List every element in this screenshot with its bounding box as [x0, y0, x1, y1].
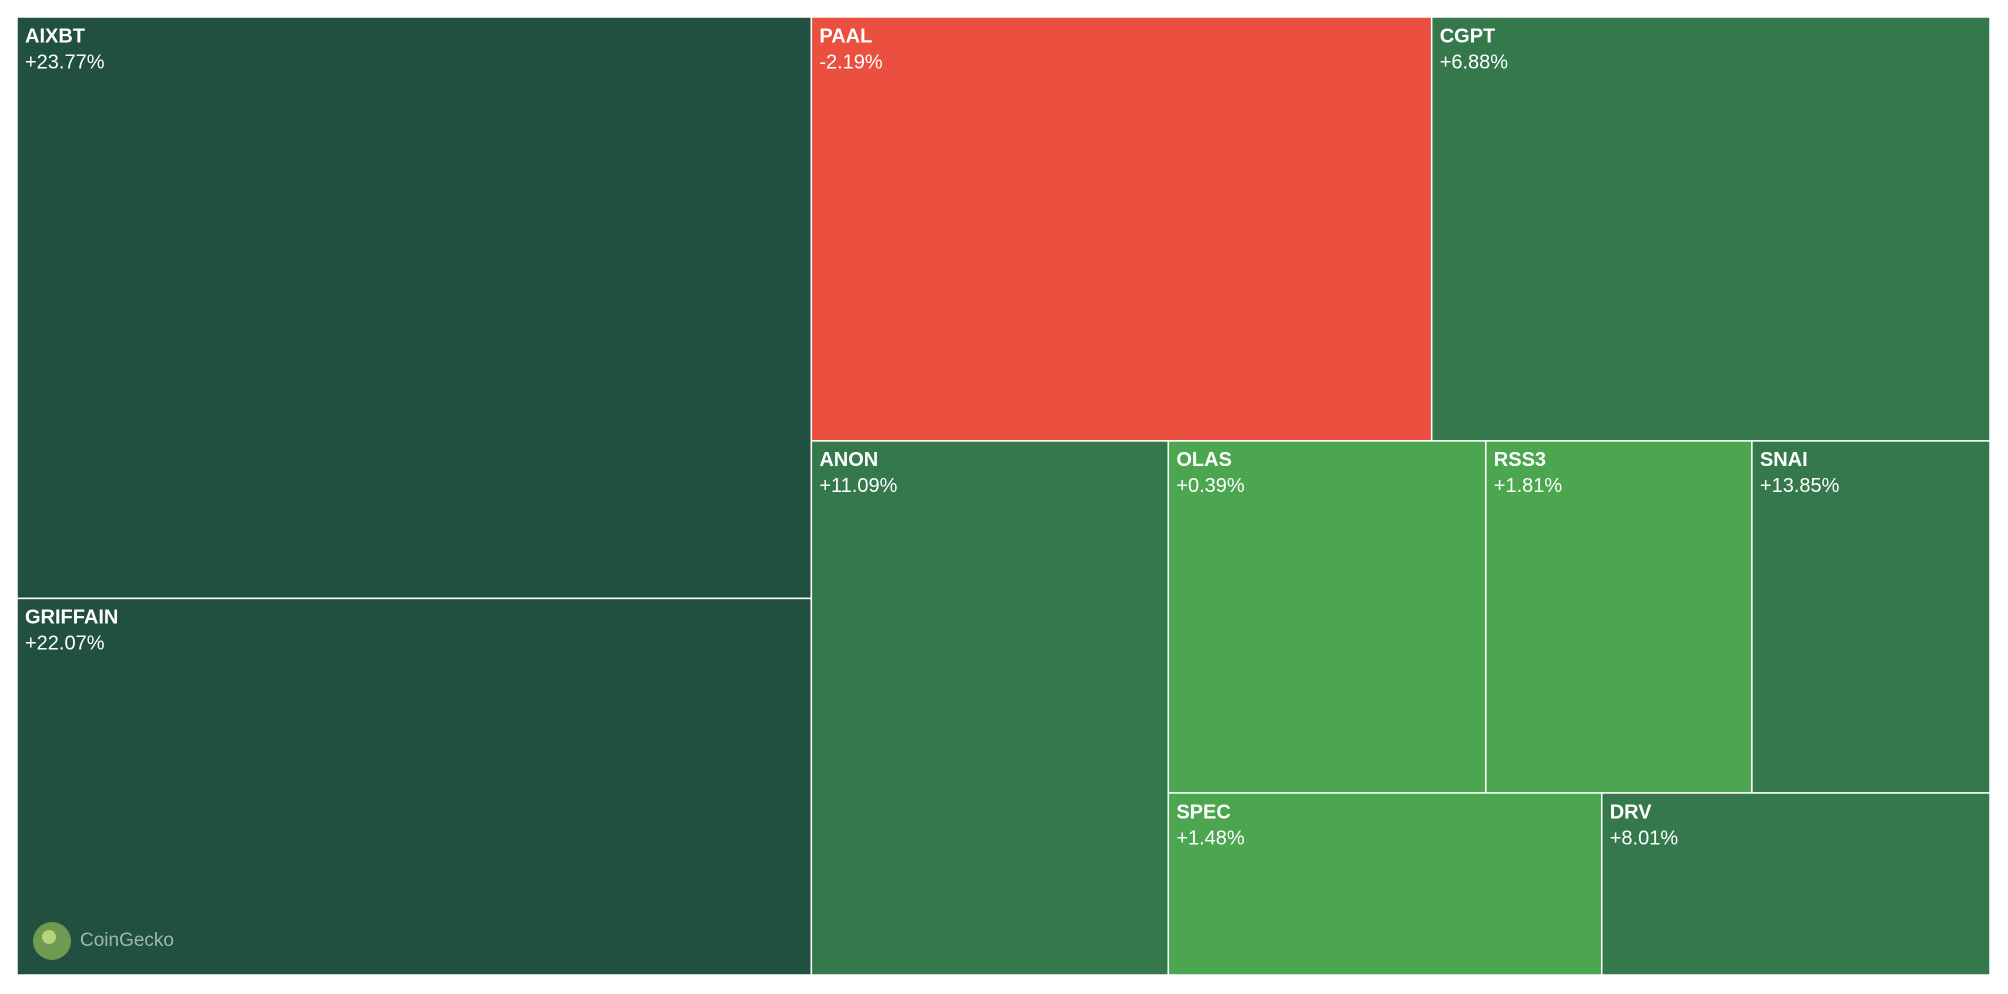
- tile-name: SNAI: [1760, 449, 1808, 471]
- tile-name: CGPT: [1440, 25, 1496, 47]
- tile-change: +13.85%: [1760, 475, 1840, 497]
- tile-name: PAAL: [819, 25, 872, 47]
- tile: [16, 16, 813, 600]
- tile: [810, 440, 1170, 976]
- tile-change: -2.19%: [819, 51, 883, 73]
- tile-name: OLAS: [1176, 449, 1232, 471]
- tile-change: +22.07%: [25, 633, 105, 655]
- tile-change: +11.09%: [819, 475, 897, 497]
- tile: [1485, 440, 1753, 794]
- tile-name: DRV: [1610, 801, 1653, 823]
- tile: [1751, 440, 1991, 794]
- tile: [1167, 792, 1603, 976]
- tile-name: RSS3: [1494, 449, 1546, 471]
- tile: [1167, 440, 1487, 794]
- tile-change: +23.77%: [25, 51, 105, 73]
- watermark-text: CoinGecko: [80, 930, 174, 951]
- tile-change: +1.48%: [1176, 827, 1245, 849]
- tile: [1430, 16, 1991, 442]
- tile-name: GRIFFAIN: [25, 607, 118, 629]
- tile: [1600, 792, 1991, 976]
- watermark-logo-eye: [42, 930, 56, 944]
- watermark: CoinGecko: [33, 922, 174, 960]
- tile-change: +0.39%: [1176, 475, 1245, 497]
- tile: [810, 16, 1433, 442]
- tile-change: +8.01%: [1610, 827, 1679, 849]
- tile-name: AIXBT: [25, 25, 85, 47]
- tile-name: ANON: [819, 449, 878, 471]
- tile-change: +6.88%: [1440, 51, 1509, 73]
- tile-name: SPEC: [1176, 801, 1230, 823]
- tile: [16, 597, 813, 976]
- tile-change: +1.81%: [1494, 475, 1563, 497]
